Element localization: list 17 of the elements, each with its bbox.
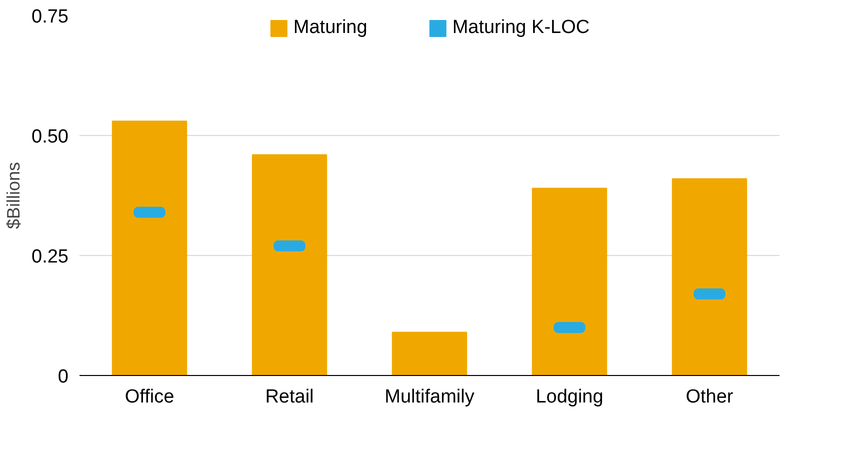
bar <box>392 332 468 376</box>
x-tick-label: Multifamily <box>384 386 475 408</box>
x-tick-label: Retail <box>265 386 314 408</box>
bar <box>672 178 748 376</box>
legend-label: Maturing <box>293 17 368 39</box>
bar <box>532 188 608 376</box>
x-tick-label: Lodging <box>536 386 604 408</box>
y-tick-label: 0.25 <box>32 246 69 268</box>
bar <box>112 120 188 376</box>
y-axis-title: $Billions <box>4 162 24 230</box>
y-tick-label: 0.75 <box>32 6 69 28</box>
x-tick-label: Office <box>124 386 174 408</box>
bar <box>252 154 328 376</box>
legend-label: Maturing K-LOC <box>452 17 590 39</box>
x-tick-label: Other <box>686 386 734 408</box>
y-tick-label: 0.50 <box>32 126 69 148</box>
y-tick-label: 0 <box>58 366 69 388</box>
